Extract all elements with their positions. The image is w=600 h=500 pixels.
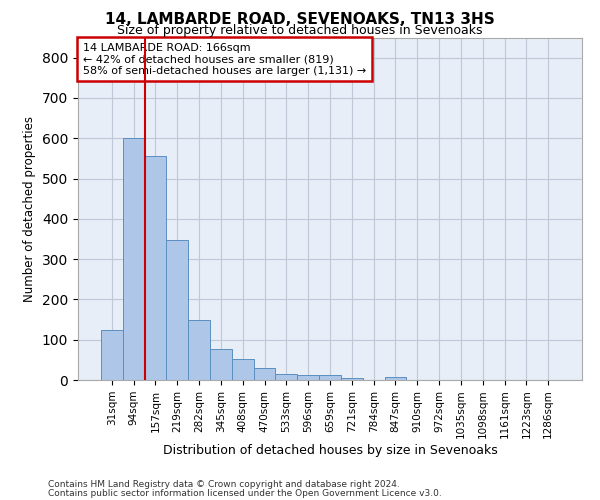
Bar bbox=[145, 156, 166, 380]
Bar bbox=[232, 359, 254, 380]
Bar bbox=[319, 375, 341, 380]
Bar bbox=[188, 320, 210, 380]
Bar bbox=[123, 138, 145, 380]
Bar bbox=[275, 374, 297, 380]
Bar bbox=[254, 368, 275, 380]
Text: 14, LAMBARDE ROAD, SEVENOAKS, TN13 3HS: 14, LAMBARDE ROAD, SEVENOAKS, TN13 3HS bbox=[105, 12, 495, 28]
Y-axis label: Number of detached properties: Number of detached properties bbox=[23, 116, 37, 302]
Text: Contains HM Land Registry data © Crown copyright and database right 2024.: Contains HM Land Registry data © Crown c… bbox=[48, 480, 400, 489]
Text: Contains public sector information licensed under the Open Government Licence v3: Contains public sector information licen… bbox=[48, 488, 442, 498]
Bar bbox=[210, 349, 232, 380]
Bar bbox=[341, 378, 363, 380]
Bar bbox=[166, 240, 188, 380]
Text: 14 LAMBARDE ROAD: 166sqm
← 42% of detached houses are smaller (819)
58% of semi-: 14 LAMBARDE ROAD: 166sqm ← 42% of detach… bbox=[83, 42, 366, 76]
Bar bbox=[101, 330, 123, 380]
Bar bbox=[385, 377, 406, 380]
Bar bbox=[297, 375, 319, 380]
Text: Size of property relative to detached houses in Sevenoaks: Size of property relative to detached ho… bbox=[117, 24, 483, 37]
X-axis label: Distribution of detached houses by size in Sevenoaks: Distribution of detached houses by size … bbox=[163, 444, 497, 457]
